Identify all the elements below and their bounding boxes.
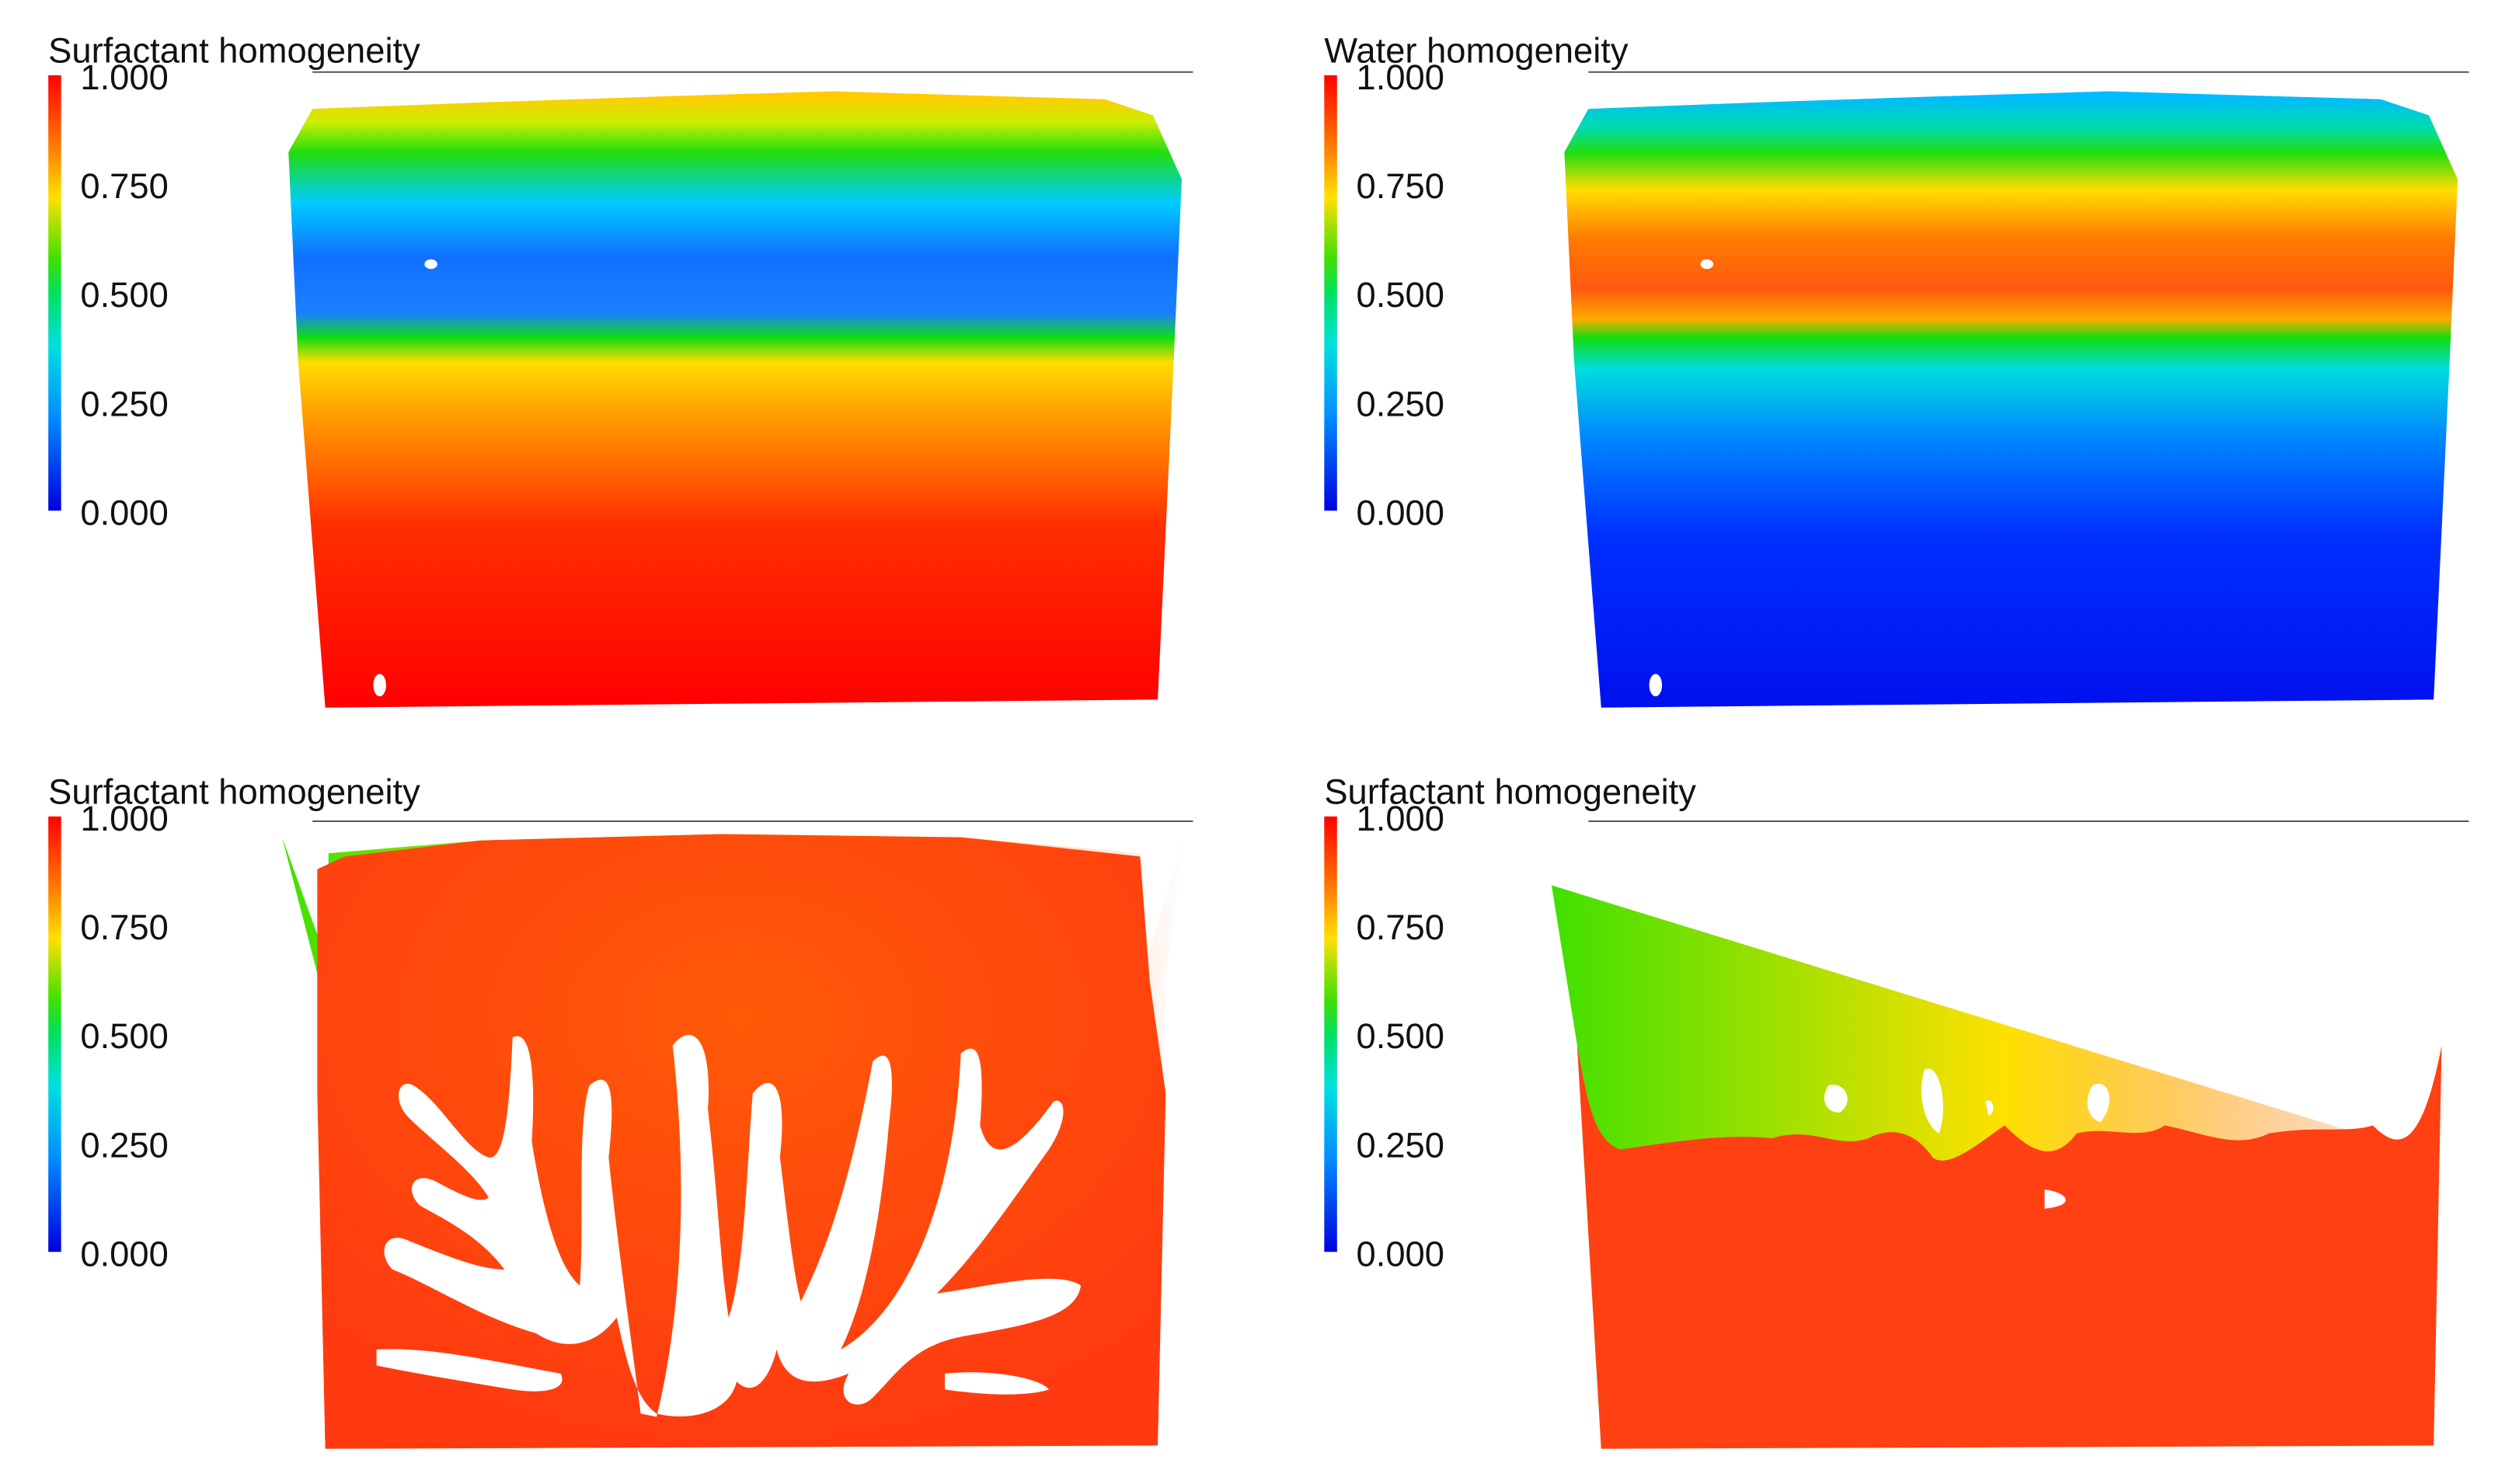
colorbar-tick-label: 0.750 xyxy=(1357,166,1444,206)
colorbar-tick-label: 1.000 xyxy=(80,57,168,97)
colorbar-tick-label: 0.250 xyxy=(1357,1125,1444,1165)
colorbar xyxy=(48,816,61,1252)
colorbar-tick-label: 1.000 xyxy=(1357,57,1444,97)
void xyxy=(1700,259,1714,270)
colorbar-tick-label: 0.250 xyxy=(80,384,168,423)
colorbar-tick-label: 0.000 xyxy=(1357,493,1444,532)
colorbar-tick-label: 0.500 xyxy=(80,275,168,315)
colorbar xyxy=(48,75,61,511)
colorbar-tick-label: 0.750 xyxy=(1357,907,1444,947)
colorbar-tick-label: 0.750 xyxy=(80,907,168,947)
panel-title: Surfactant homogeneity xyxy=(48,30,420,70)
field xyxy=(1564,91,2458,708)
void xyxy=(373,674,386,697)
colorbar-tick-label: 0.750 xyxy=(80,166,168,206)
void xyxy=(1649,674,1663,697)
colorbar-tick-label: 0.250 xyxy=(80,1125,168,1165)
panel-title: Surfactant homogeneity xyxy=(48,772,420,811)
panel xyxy=(288,71,1193,708)
fingers xyxy=(376,1035,1082,1417)
void xyxy=(424,259,437,270)
colorbar-tick-label: 0.000 xyxy=(80,493,168,532)
colorbar-tick-label: 0.500 xyxy=(1357,1016,1444,1056)
panel xyxy=(1551,820,2469,1449)
field xyxy=(288,91,1182,708)
colorbar-tick-label: 0.250 xyxy=(1357,384,1444,423)
panel xyxy=(282,820,1193,1449)
colorbar-tick-label: 1.000 xyxy=(80,799,168,838)
panel xyxy=(1564,71,2469,708)
colorbar-tick-label: 0.000 xyxy=(80,1234,168,1273)
colorbar xyxy=(1324,816,1337,1252)
colorbar-tick-label: 0.000 xyxy=(1357,1234,1444,1273)
panel-title: Water homogeneity xyxy=(1324,30,1629,70)
colorbar-tick-label: 0.500 xyxy=(1357,275,1444,315)
field xyxy=(1576,1045,2442,1449)
colorbar-tick-label: 1.000 xyxy=(1357,799,1444,838)
colorbar xyxy=(1324,75,1337,511)
panel-title: Surfactant homogeneity xyxy=(1324,772,1696,811)
colorbar-tick-label: 0.500 xyxy=(80,1016,168,1056)
